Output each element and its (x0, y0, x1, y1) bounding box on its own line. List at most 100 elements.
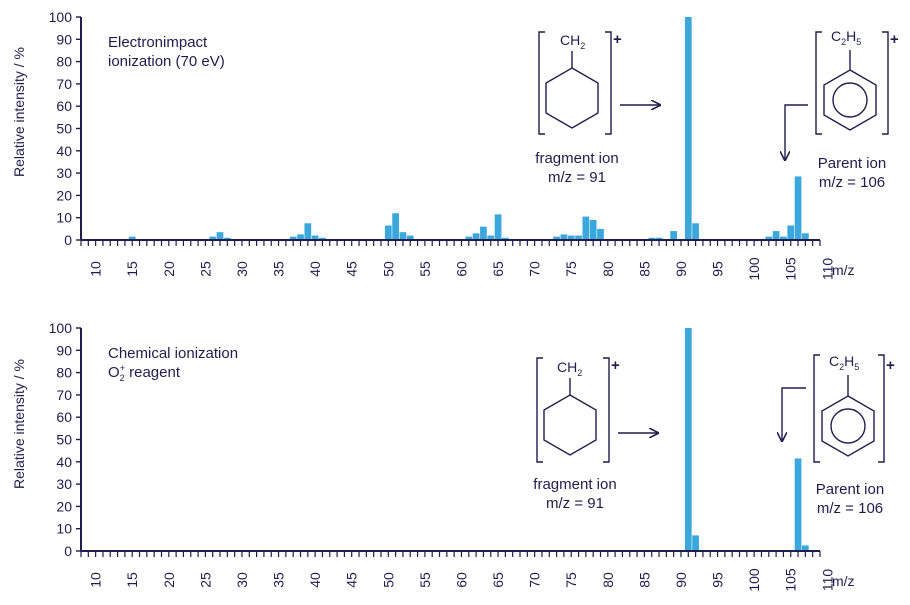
y-tick-label: 0 (64, 232, 72, 248)
x-tick-label: 70 (527, 261, 543, 277)
peak-bar (465, 236, 473, 239)
x-tick-label: 20 (161, 261, 177, 277)
bar-layer (684, 328, 809, 550)
peak-bar (472, 233, 480, 239)
parent-label: Parent ion (816, 481, 884, 498)
parent-ion-structure: + C2H5 (815, 28, 899, 135)
x-tick-label: 20 (161, 572, 177, 588)
x-tick-label: 30 (234, 572, 250, 588)
x-tick-label: 35 (271, 261, 287, 277)
y-tick-label: 90 (56, 342, 72, 358)
y-tick-label: 60 (56, 98, 72, 114)
peak-bar (502, 237, 509, 239)
parent-charge: + (890, 31, 899, 48)
peak-bar (406, 235, 414, 239)
peak-bar (772, 231, 780, 239)
peak-bar (128, 236, 136, 239)
x-tick-label: 80 (600, 572, 616, 588)
y-tick-label: 0 (64, 543, 72, 559)
x-tick-label: 95 (710, 261, 726, 277)
peak-bar (384, 225, 392, 239)
x-tick-label: 80 (600, 261, 616, 277)
peak-bar (399, 232, 407, 239)
peak-bar (319, 237, 326, 239)
peak-bar (480, 226, 487, 239)
peak-bar (311, 235, 319, 239)
parent-ion-structure: + C2H5 (813, 353, 895, 463)
x-tick-label: 50 (380, 261, 396, 277)
peak-bar (794, 458, 802, 550)
bar-layer (128, 17, 809, 239)
fragment-charge: + (613, 31, 622, 48)
x-tick-label: 15 (124, 261, 140, 277)
fragment-ion-structure: + CH2 (538, 31, 622, 135)
peak-bar (765, 236, 773, 239)
peak-bar (304, 223, 312, 239)
x-tick-label: 105 (783, 257, 799, 281)
axis-layer: 0 10 20 30 40 50 60 70 80 90 100 10 15 20 25 30 35 40 45 50… (49, 9, 836, 281)
y-tick-label: 60 (56, 409, 72, 425)
x-tick-label: 90 (673, 261, 689, 277)
peak-bar (787, 225, 795, 239)
x-tick-label: 10 (88, 572, 104, 588)
y-tick-label: 80 (56, 54, 72, 70)
x-tick-label: 30 (234, 261, 250, 277)
peak-bar (670, 231, 678, 239)
peak-bar (655, 237, 663, 239)
peak-bar (780, 236, 787, 239)
peak-bar (487, 235, 495, 239)
peak-bar (494, 214, 502, 239)
x-tick-label: 55 (417, 261, 433, 277)
peak-bar (684, 328, 692, 550)
x-tick-label: 70 (527, 572, 543, 588)
x-tick-label: 65 (490, 572, 506, 588)
peak-bar (567, 235, 575, 239)
y-axis-label: Relative intensity / % (11, 47, 27, 177)
y-axis-label: Relative intensity / % (11, 359, 27, 489)
x-tick-label: 100 (746, 568, 762, 592)
y-tick-label: 30 (56, 165, 72, 181)
x-tick-label: 75 (563, 572, 579, 588)
peak-bar (392, 213, 399, 239)
parent-arrow (785, 104, 808, 160)
y-tick-label: 70 (56, 387, 72, 403)
x-tick-label: 15 (124, 572, 140, 588)
y-tick-label: 20 (56, 498, 72, 514)
peak-bar (684, 17, 692, 239)
peak-bar (802, 233, 809, 239)
x-tick-label: 50 (380, 572, 396, 588)
x-tick-label: 40 (307, 572, 323, 588)
peak-bar (289, 236, 297, 239)
y-tick-label: 10 (56, 521, 72, 537)
fragment-formula: CH2 (560, 32, 585, 51)
spectrum-title-line-1: Electronimpact (108, 34, 208, 51)
peak-bar (794, 176, 802, 239)
y-tick-label: 80 (56, 365, 72, 381)
y-tick-label: 30 (56, 476, 72, 492)
y-tick-label: 20 (56, 187, 72, 203)
x-tick-label: 25 (197, 261, 213, 277)
x-axis-label: m/z (832, 573, 855, 589)
x-tick-label: 40 (307, 261, 323, 277)
y-tick-label: 90 (56, 31, 72, 47)
peak-bar (589, 219, 597, 239)
y-tick-label: 50 (56, 121, 72, 137)
x-tick-label: 105 (783, 568, 799, 592)
y-tick-label: 70 (56, 76, 72, 92)
peak-bar (692, 223, 699, 239)
x-tick-label: 60 (453, 572, 469, 588)
peak-bar (802, 545, 809, 550)
peak-bar (553, 236, 560, 239)
x-tick-label: 65 (490, 261, 506, 277)
y-tick-label: 50 (56, 432, 72, 448)
x-tick-label: 75 (563, 261, 579, 277)
y-tick-label: 100 (49, 320, 73, 336)
fragment-label: fragment ion (535, 150, 618, 167)
parent-mz: m/z = 106 (819, 174, 885, 191)
parent-mz: m/z = 106 (817, 500, 883, 517)
fragment-formula: CH2 (557, 359, 582, 378)
x-tick-label: 60 (453, 261, 469, 277)
peak-bar (597, 228, 604, 239)
peak-bar (209, 236, 217, 239)
